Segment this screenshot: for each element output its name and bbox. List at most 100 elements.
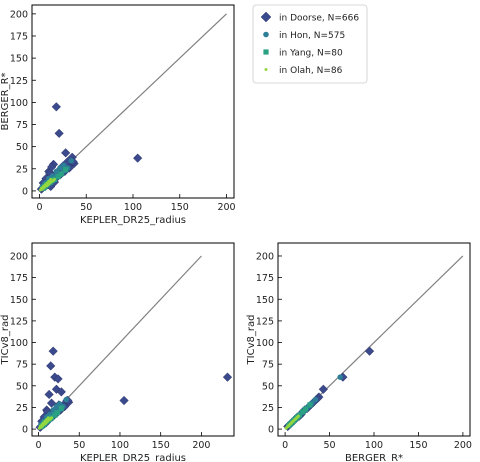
y-axis-label: TICv8_rad — [246, 315, 257, 366]
data-point — [63, 167, 69, 173]
series-4 — [38, 177, 56, 192]
data-point — [318, 384, 328, 394]
data-point — [51, 102, 61, 112]
data-point — [56, 387, 66, 397]
data-point — [302, 406, 309, 412]
data-point — [56, 401, 63, 407]
data-point — [54, 128, 64, 139]
x-tick-label: 100 — [111, 440, 129, 451]
legend-label: in Hon, N=575 — [279, 31, 345, 41]
y-tick-label: 0 — [268, 425, 274, 436]
x-axis-label: BERGER_R* — [345, 453, 403, 462]
legend-label: in Yang, N=80 — [279, 48, 343, 58]
data-point — [60, 162, 67, 169]
y-tick-label: 25 — [16, 164, 28, 175]
y-tick-label: 100 — [256, 338, 274, 349]
y-tick-label: 200 — [256, 251, 274, 262]
subplot-1: 0 50 100 150 200 0 25 50 75 100 125 150 175 200 KEPLER… — [0, 4, 236, 226]
y-tick-label: 150 — [256, 295, 274, 306]
x-tick-label: 150 — [409, 440, 427, 451]
data-point — [52, 177, 56, 181]
y-axis-label: TICv8_rad — [0, 315, 11, 366]
y-tick-label: 75 — [262, 360, 274, 371]
x-tick-label: 0 — [36, 202, 42, 213]
y-tick-label: 75 — [16, 360, 28, 371]
data-point — [300, 409, 306, 415]
y-tick-label: 125 — [256, 316, 274, 327]
data-point — [43, 183, 47, 187]
legend-marker — [264, 68, 268, 71]
y-tick-label: 175 — [256, 273, 274, 284]
data-point — [296, 414, 300, 418]
legend-label: in Olah, N=86 — [279, 66, 343, 76]
x-tick-label: 0 — [282, 440, 288, 451]
data-point — [58, 405, 64, 411]
subplot-2: 0 50 100 150 200 0 25 50 75 100 125 150 175 200 KEPLER… — [0, 242, 235, 462]
subplot-3: 0 50 100 150 200 0 25 50 75 100 125 150 175 200 BERGER… — [246, 242, 472, 462]
data-point — [133, 153, 143, 163]
y-tick-label: 50 — [262, 381, 274, 392]
data-point — [119, 395, 129, 406]
data-point — [53, 374, 63, 384]
x-tick-label: 150 — [171, 202, 189, 213]
data-point — [50, 416, 54, 420]
data-point — [41, 184, 45, 188]
legend-box — [252, 4, 368, 84]
y-axis-label: BERGER_R* — [0, 72, 11, 130]
data-point — [46, 162, 57, 172]
x-tick-label: 150 — [152, 440, 170, 451]
data-point — [337, 374, 344, 380]
y-tick-label: 100 — [10, 338, 28, 349]
y-tick-label: 175 — [10, 273, 28, 284]
data-point — [61, 148, 71, 158]
y-tick-label: 200 — [10, 251, 28, 262]
x-tick-label: 200 — [192, 440, 210, 451]
y-tick-label: 25 — [16, 403, 28, 414]
data-point — [39, 186, 43, 190]
data-point — [48, 346, 58, 356]
y-tick-label: 0 — [22, 186, 28, 197]
x-tick-label: 200 — [217, 202, 235, 213]
y-tick-label: 50 — [16, 381, 28, 392]
legend-marker — [263, 31, 269, 38]
axes-frame — [31, 242, 235, 437]
legend-marker — [263, 49, 269, 55]
x-axis-label: KEPLER_DR25_radius — [80, 215, 186, 226]
x-axis-label: KEPLER_DR25_radius — [80, 453, 186, 462]
series-1 — [35, 346, 233, 432]
y-tick-label: 75 — [16, 120, 28, 131]
data-point — [364, 346, 375, 356]
x-tick-label: 200 — [454, 440, 472, 451]
legend: in Doorse, N=666 in Hon, N=575 in Yang, N=… — [252, 4, 368, 84]
data-point — [58, 171, 64, 177]
y-tick-label: 25 — [262, 403, 274, 414]
series-4 — [37, 416, 54, 430]
x-tick-label: 50 — [324, 440, 336, 451]
data-point — [49, 177, 53, 181]
y-tick-label: 150 — [10, 54, 28, 65]
y-tick-label: 150 — [10, 295, 28, 306]
x-tick-label: 50 — [73, 440, 85, 451]
y-tick-label: 100 — [10, 98, 28, 109]
data-point — [63, 396, 70, 403]
y-tick-label: 175 — [10, 31, 28, 42]
data-point — [46, 361, 56, 371]
y-tick-label: 50 — [16, 142, 28, 153]
data-point — [307, 402, 313, 408]
series-4 — [284, 414, 300, 430]
x-tick-label: 100 — [124, 202, 142, 213]
y-tick-label: 125 — [10, 76, 28, 87]
y-tick-label: 125 — [10, 316, 28, 327]
data-point — [68, 158, 75, 164]
data-point — [46, 416, 50, 420]
y-tick-label: 200 — [10, 9, 28, 20]
data-point — [47, 179, 51, 183]
legend-label: in Doorse, N=666 — [279, 13, 359, 23]
data-point — [312, 396, 319, 403]
y-tick-label: 0 — [22, 425, 28, 436]
data-point — [44, 389, 54, 400]
x-tick-label: 100 — [365, 440, 383, 451]
data-point — [54, 410, 60, 416]
x-tick-label: 50 — [80, 202, 92, 213]
